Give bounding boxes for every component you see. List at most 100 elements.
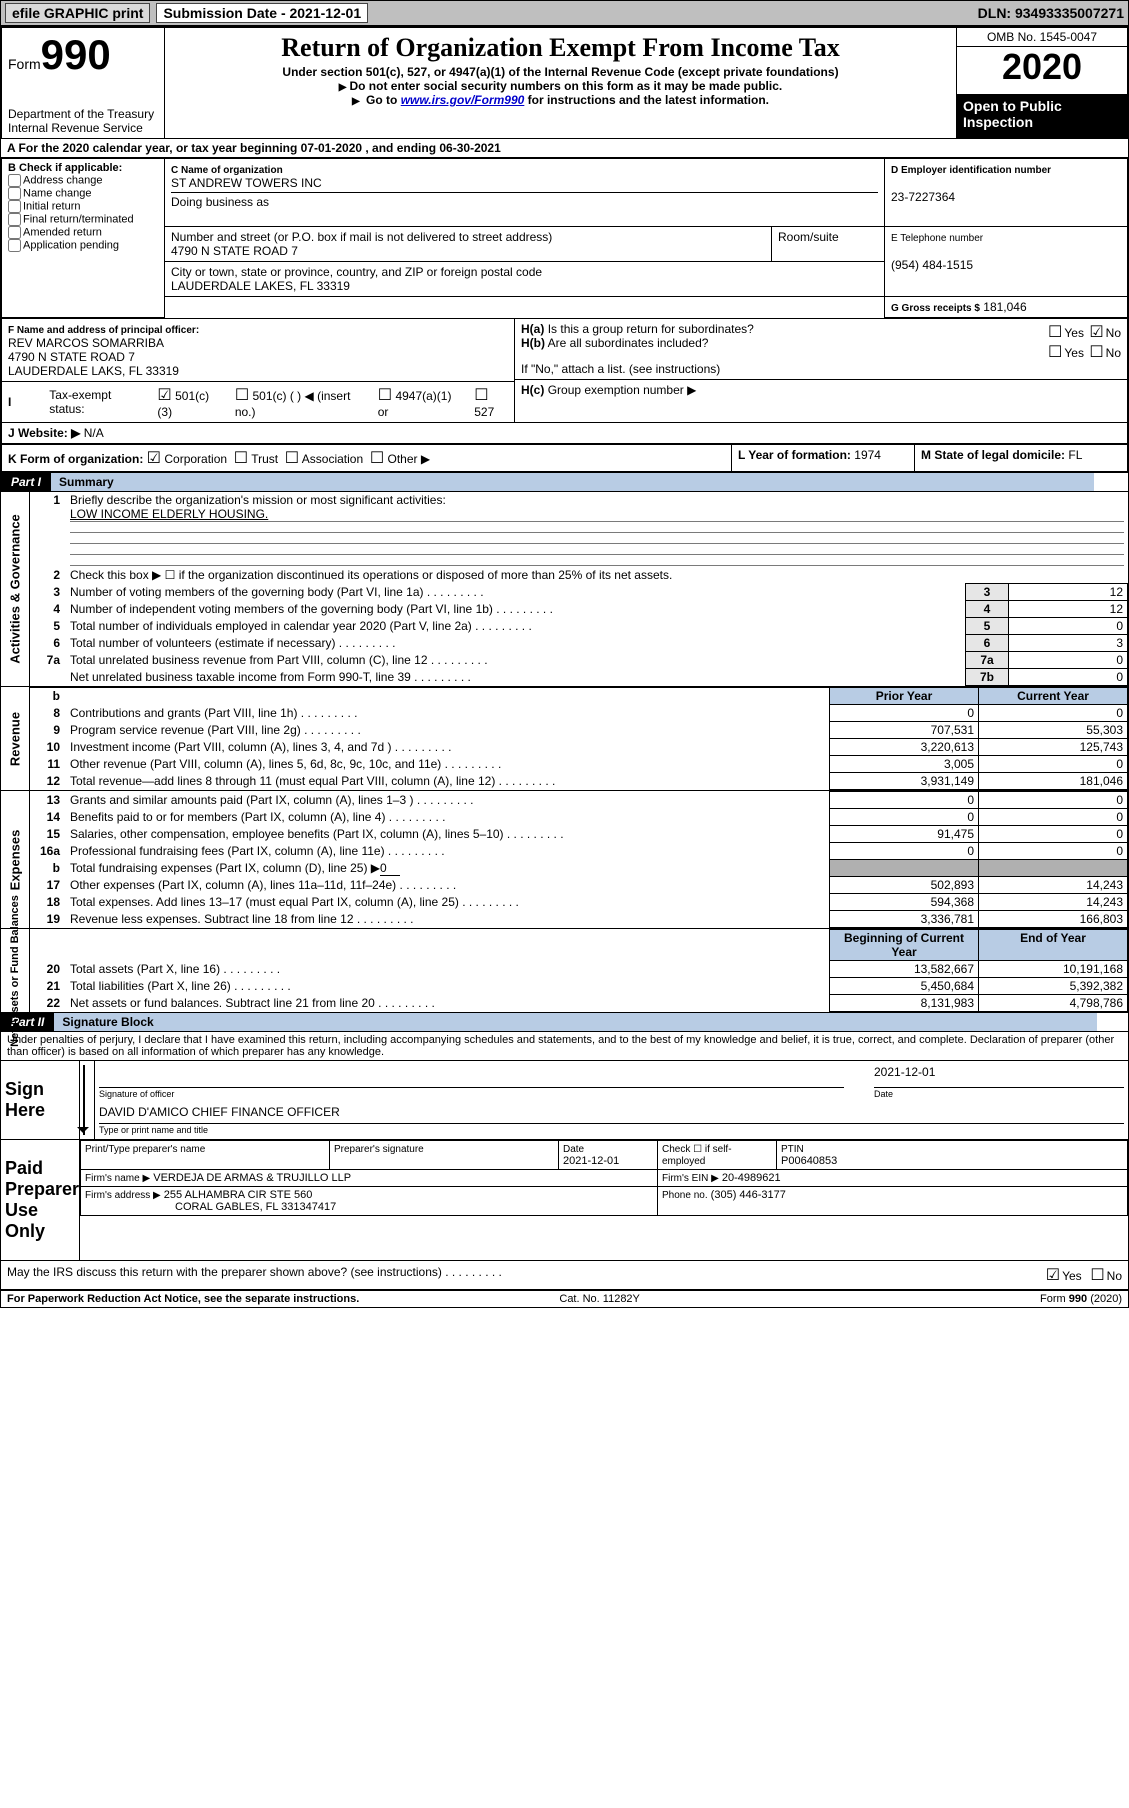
h-note: If "No," attach a list. (see instruction… (521, 362, 1121, 376)
top-bar: efile GRAPHIC print Submission Date - 20… (0, 0, 1129, 26)
prior-val: 707,531 (830, 722, 979, 739)
part2-header-row: Part IISignature Block (1, 1012, 1128, 1031)
line-box: 7a (966, 652, 1009, 669)
goto-pre: Go to (366, 93, 401, 107)
form990-link[interactable]: www.irs.gov/Form990 (401, 93, 525, 107)
state-domicile: FL (1068, 448, 1082, 462)
section-f-label: F Name and address of principal officer: (8, 325, 199, 336)
sig-date-value: 2021-12-01 (874, 1065, 1124, 1085)
line-num: 5 (30, 618, 66, 635)
opt-other: Other ▶ (388, 452, 431, 466)
curr-val: 10,191,168 (979, 961, 1128, 978)
line-val: 3 (1009, 635, 1128, 652)
hdr-prior: Prior Year (830, 688, 979, 705)
cb-4947[interactable]: ☐ (378, 387, 392, 404)
curr-val: 55,303 (979, 722, 1128, 739)
line-text: Total liabilities (Part X, line 26) (66, 978, 830, 995)
curr-val: 4,798,786 (979, 995, 1128, 1012)
line-val: 0 (1009, 669, 1128, 686)
officer-addr2: LAUDERDALE LAKS, FL 33319 (8, 364, 179, 378)
discuss-yes-cb[interactable]: ☑ (1046, 1267, 1060, 1284)
hb-no-cb[interactable]: ☐ (1089, 344, 1103, 361)
ha-yes-cb[interactable]: ☐ (1048, 324, 1062, 341)
cb-501c3[interactable]: ☑ (157, 387, 171, 404)
opt-name: Name change (23, 187, 92, 199)
footer-left: For Paperwork Reduction Act Notice, see … (7, 1293, 359, 1305)
line-box: 7b (966, 669, 1009, 686)
efile-label: efile GRAPHIC print (5, 3, 150, 23)
cb-name-change[interactable] (8, 187, 21, 200)
firm-ein-value: 20-4989621 (722, 1172, 781, 1184)
cb-527[interactable]: ☐ (474, 387, 488, 404)
org-name: ST ANDREW TOWERS INC (171, 176, 322, 190)
ha-yes: Yes (1064, 326, 1084, 340)
opt-501c: 501(c) ( ) ◀ (insert no.) (235, 389, 351, 419)
prior-val: 594,368 (830, 894, 979, 911)
line-text: Program service revenue (Part VIII, line… (66, 722, 830, 739)
opt-assoc: Association (302, 452, 363, 466)
prep-name-label: Print/Type preparer's name (85, 1144, 205, 1155)
subtitle-1: Under section 501(c), 527, or 4947(a)(1)… (171, 65, 950, 79)
prep-sig-label: Preparer's signature (334, 1144, 424, 1155)
cb-initial[interactable] (8, 200, 21, 213)
cb-corp[interactable]: ☑ (147, 450, 161, 467)
subtitle-3: Go to www.irs.gov/Form990 for instructio… (171, 93, 950, 107)
curr-val: 125,743 (979, 739, 1128, 756)
line-text: Other revenue (Part VIII, column (A), li… (66, 756, 830, 773)
line-num: 17 (30, 877, 66, 894)
hb-yes-cb[interactable]: ☐ (1048, 344, 1062, 361)
ptin-label: PTIN (781, 1144, 804, 1155)
discuss-text: May the IRS discuss this return with the… (7, 1265, 502, 1285)
section-d: D Employer identification number 23-7227… (885, 159, 1128, 227)
cb-other[interactable]: ☐ (370, 450, 384, 467)
section-l-label: L Year of formation: (738, 448, 851, 462)
curr-val: 181,046 (979, 773, 1128, 790)
hdr-current: Current Year (979, 688, 1128, 705)
line-num: 19 (30, 911, 66, 928)
header-grid: Form990 Department of the Treasury Inter… (1, 27, 1128, 139)
line-num: 6 (30, 635, 66, 652)
cb-501c[interactable]: ☐ (235, 387, 249, 404)
q2-text: Check this box ▶ ☐ if the organization d… (66, 567, 1128, 584)
section-j-label: J Website: ▶ (8, 426, 80, 440)
line-text: Salaries, other compensation, employee b… (66, 826, 830, 843)
line-num: 11 (30, 756, 66, 773)
line-text: Number of voting members of the governin… (66, 584, 966, 601)
cb-assoc[interactable]: ☐ (285, 450, 299, 467)
cb-pending[interactable] (8, 239, 21, 252)
line-text: Total number of individuals employed in … (66, 618, 966, 635)
firm-addr2: CORAL GABLES, FL 331347417 (175, 1201, 336, 1213)
cb-final[interactable] (8, 213, 21, 226)
prior-val: 3,336,781 (830, 911, 979, 928)
line-text: Total revenue—add lines 8 through 11 (mu… (66, 773, 830, 790)
line-text: Number of independent voting members of … (66, 601, 966, 618)
line-text: Other expenses (Part IX, column (A), lin… (66, 877, 830, 894)
row-16b-val: 0 (380, 861, 400, 876)
line-text: Grants and similar amounts paid (Part IX… (66, 792, 830, 809)
cb-address-change[interactable] (8, 174, 21, 187)
tax-status-label: Tax-exempt status: (49, 388, 139, 416)
discuss-no-cb[interactable]: ☐ (1090, 1267, 1104, 1284)
footer-form-pre: Form (1040, 1293, 1069, 1305)
line-num (30, 669, 66, 686)
line-num: 8 (30, 705, 66, 722)
line-val: 12 (1009, 584, 1128, 601)
section-b-label: B Check if applicable: (8, 162, 122, 174)
line-box: 3 (966, 584, 1009, 601)
curr-val: 0 (979, 843, 1128, 860)
prior-val: 0 (830, 792, 979, 809)
year-formation: 1974 (854, 448, 881, 462)
ha-no-cb[interactable]: ☑ (1089, 324, 1103, 341)
hb-no: No (1106, 346, 1121, 360)
cb-trust[interactable]: ☐ (234, 450, 248, 467)
line-num: 13 (30, 792, 66, 809)
ein-value: 23-7227364 (891, 190, 955, 204)
section-b: B Check if applicable: Address change Na… (2, 159, 165, 318)
opt-final: Final return/terminated (23, 213, 134, 225)
line-num: 9 (30, 722, 66, 739)
prior-val: 8,131,983 (830, 995, 979, 1012)
part2-sub: Signature Block (54, 1013, 1097, 1031)
prior-val: 3,931,149 (830, 773, 979, 790)
cb-amended[interactable] (8, 226, 21, 239)
dln: DLN: 93493335007271 (978, 5, 1124, 21)
